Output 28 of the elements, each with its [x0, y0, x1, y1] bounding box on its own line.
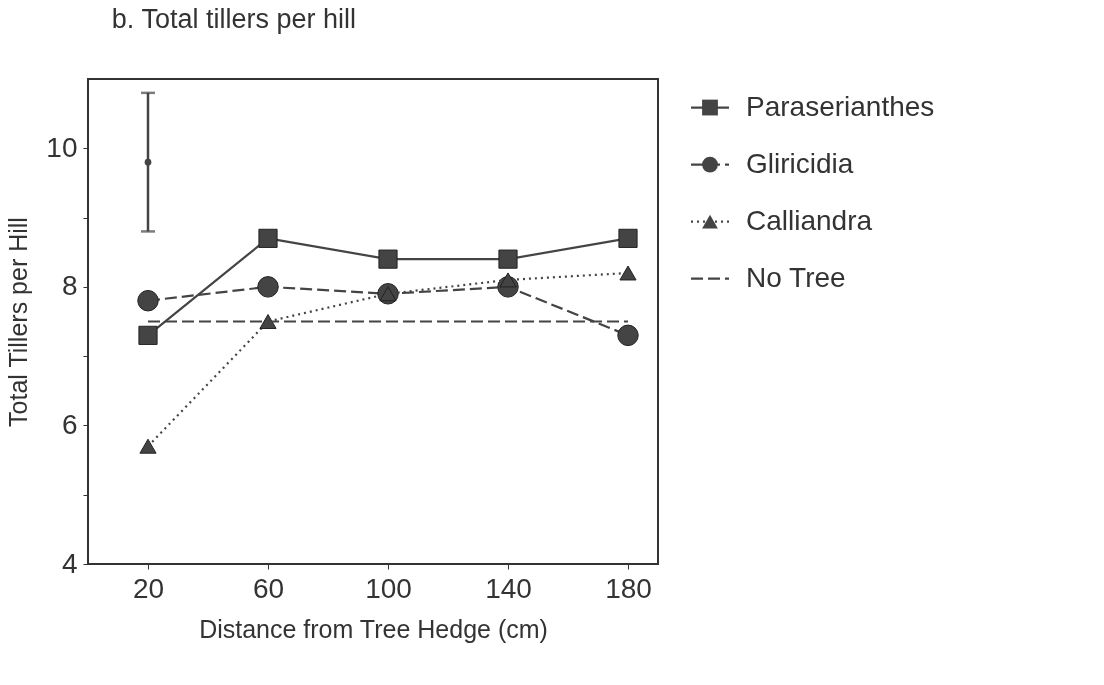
legend-label: Gliricidia — [746, 147, 854, 179]
point — [499, 272, 517, 288]
point — [258, 228, 278, 248]
chart-title: b. Total tillers per hill — [111, 4, 356, 34]
point — [137, 289, 159, 312]
y-tick-label: 4 — [61, 547, 78, 579]
x-tick-label: 180 — [605, 572, 652, 604]
x-tick-label: 60 — [252, 572, 285, 604]
legend-label: No Tree — [746, 261, 846, 293]
point — [618, 228, 638, 248]
point — [139, 438, 157, 454]
point — [257, 276, 279, 298]
y-tick-label: 10 — [46, 131, 78, 163]
point — [619, 265, 637, 281]
x-tick-label: 20 — [132, 572, 165, 604]
point — [138, 325, 158, 345]
y-tick-label: 6 — [61, 408, 78, 440]
x-tick-label: 140 — [485, 572, 532, 604]
point — [498, 249, 518, 269]
x-axis-title: Distance from Tree Hedge (cm) — [199, 614, 548, 643]
x-tick-label: 100 — [365, 572, 412, 604]
point — [259, 314, 277, 329]
legend-label: Calliandra — [746, 204, 873, 236]
point — [617, 324, 639, 347]
y-tick-label: 8 — [61, 270, 78, 302]
y-axis-title: Total Tillers per Hill — [4, 217, 33, 427]
legend-label: Paraserianthes — [746, 90, 935, 122]
point — [378, 249, 398, 269]
